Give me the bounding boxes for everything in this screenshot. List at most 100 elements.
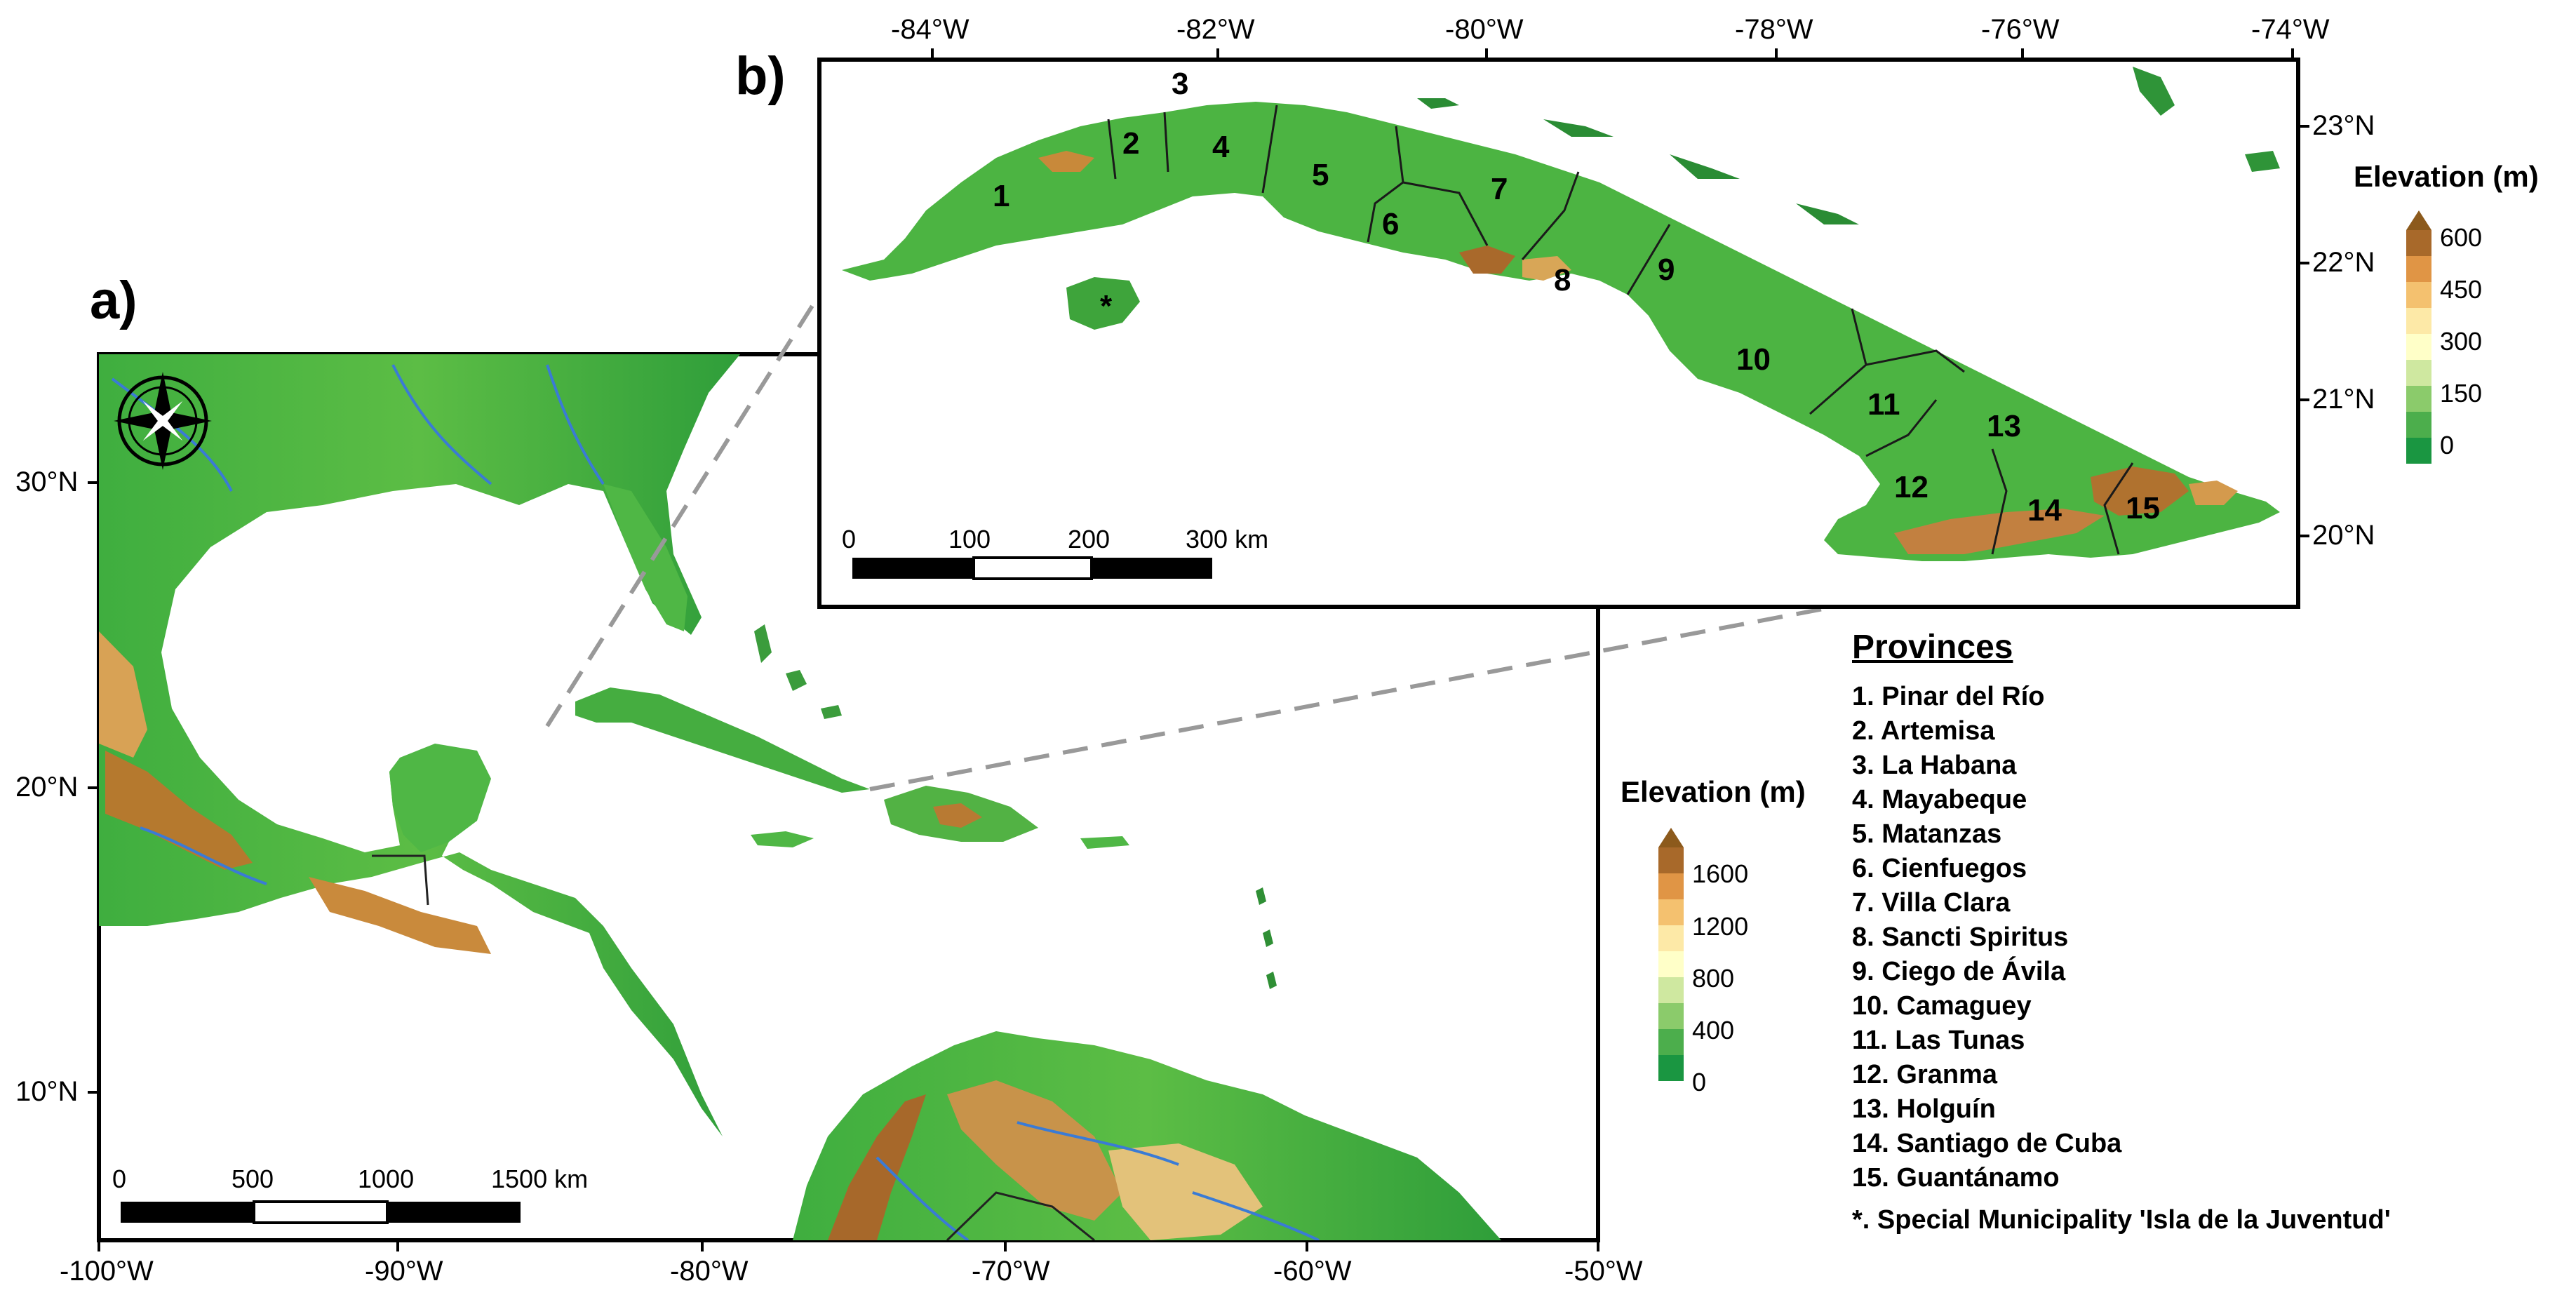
- province-list-item: 3. La Habana: [1852, 751, 2017, 780]
- province-list-item: 5. Matanzas: [1852, 819, 2002, 849]
- province-number-15: 15: [2126, 491, 2160, 525]
- province-list-item: 13. Holguín: [1852, 1094, 1996, 1124]
- yucatan-land: [389, 744, 491, 852]
- panel-b-letter: b): [735, 46, 786, 106]
- province-number-2: 2: [1122, 126, 1140, 161]
- zoom-indicator-lines: [545, 293, 2299, 791]
- provinces-title: Provinces: [1852, 629, 2013, 666]
- puerto-rico-land: [1080, 836, 1129, 849]
- panel-a-y-tick-marks: [88, 481, 99, 1094]
- province-number-6: 6: [1382, 207, 1400, 241]
- panel-b-x-tick: -76°W: [1981, 14, 2060, 45]
- panel-a-scale-label: 0: [112, 1165, 127, 1193]
- province-borders: [1107, 105, 2134, 555]
- panel-b-legend-label: 600: [2440, 223, 2483, 252]
- cuba-main-island: [842, 102, 2280, 561]
- florida-land: [603, 484, 687, 631]
- northern-keys: [1417, 98, 1859, 224]
- province-list-item: 7. Villa Clara: [1852, 888, 2011, 918]
- panel-b-x-tick: -74°W: [2251, 14, 2330, 45]
- panel-a-x-tick: -90°W: [365, 1256, 443, 1287]
- panel-b-legend-label: 0: [2440, 431, 2455, 459]
- province-number-10: 10: [1736, 342, 1771, 377]
- panel-b-scalebar: [852, 556, 1212, 580]
- hispaniola-highlands: [933, 803, 982, 828]
- panel-a-legend-label: 400: [1692, 1016, 1735, 1045]
- panel-a-scale-label: 500: [232, 1165, 274, 1193]
- panel-a-scale-label: 1000: [358, 1165, 415, 1193]
- province-list-item: 10. Camaguey: [1852, 991, 2032, 1021]
- province-list-item: 2. Artemisa: [1852, 716, 1995, 746]
- mexico-plateau: [99, 631, 147, 758]
- jamaica-land: [751, 831, 814, 847]
- panel-b-legend-label: 300: [2440, 327, 2483, 356]
- panel-b-x-tick: -78°W: [1735, 14, 1813, 45]
- panel-b-y-tick: 23°N: [2312, 110, 2375, 141]
- province-list-item: 12. Granma: [1852, 1060, 1997, 1089]
- province-list-item: 1. Pinar del Río: [1852, 682, 2045, 711]
- panel-b-legend-label: 150: [2440, 379, 2483, 408]
- compass-rose-icon: [114, 372, 212, 470]
- province-number-8: 8: [1554, 263, 1571, 297]
- south-america-land: [793, 1031, 1501, 1240]
- panel-b-scale-label: 0: [842, 525, 857, 553]
- panel-b-y-tick-marks: [2298, 125, 2309, 537]
- province-number-12: 12: [1894, 470, 1928, 504]
- panel-b-scale-label: 200: [1068, 525, 1111, 553]
- panel-a-legend-label: 1200: [1692, 912, 1749, 941]
- panel-a-legend-label: 1600: [1692, 859, 1749, 888]
- panel-b-legend-title: Elevation (m): [2354, 160, 2539, 193]
- panel-b-legend-label: 450: [2440, 275, 2483, 304]
- sierra-rosario: [1038, 151, 1094, 172]
- panel-b-x-tick: -82°W: [1176, 14, 1255, 45]
- province-list-item: 14. Santiago de Cuba: [1852, 1129, 2122, 1158]
- panel-a-legend-label: 0: [1692, 1068, 1707, 1096]
- panel-a-scale-label: 1500 km: [491, 1165, 589, 1193]
- sierra-maestra: [1894, 509, 2105, 554]
- province-list-item: *. Special Municipality 'Isla de la Juve…: [1852, 1205, 2391, 1235]
- panel-b-scale-label: 300 km: [1186, 525, 1269, 553]
- province-number-1: 1: [993, 179, 1010, 213]
- andes-highlands: [828, 1094, 926, 1240]
- province-number-9: 9: [1658, 253, 1675, 287]
- panel-b-y-tick: 20°N: [2312, 520, 2375, 551]
- panel-a-letter: a): [90, 271, 137, 330]
- panel-b-x-tick: -84°W: [891, 14, 970, 45]
- panel-a-x-tick-marks: [98, 1240, 1599, 1251]
- panel-b-y-tick: 21°N: [2312, 384, 2375, 415]
- panel-a-x-tick: -100°W: [60, 1256, 154, 1287]
- guiana-highlands: [1108, 1143, 1263, 1240]
- province-list-item: 4. Mayabeque: [1852, 785, 2027, 814]
- isla-juventud: [1066, 277, 1140, 330]
- province-list-item: 6. Cienfuegos: [1852, 854, 2027, 883]
- province-marker-special: *: [1100, 289, 1113, 323]
- escambray: [1459, 246, 1515, 274]
- panel-b-x-tick: -80°W: [1445, 14, 1524, 45]
- panel-a-scalebar: [121, 1200, 521, 1224]
- panel-a-y-tick: 20°N: [15, 772, 79, 803]
- province-number-14: 14: [2027, 493, 2062, 528]
- panel-a-y-tick: 10°N: [15, 1076, 79, 1107]
- baracoa-highlands: [2189, 481, 2238, 505]
- panel-a-colorbar: [1658, 828, 1684, 1081]
- province-list-item: 8. Sancti Spiritus: [1852, 922, 2069, 952]
- province-number-11: 11: [1867, 387, 1900, 422]
- panel-b-scale-label: 100: [948, 525, 991, 553]
- province-list-item: 15. Guantánamo: [1852, 1163, 2060, 1193]
- province-number-4: 4: [1212, 130, 1230, 164]
- province-number-3: 3: [1172, 67, 1189, 101]
- venezuela-highlands: [947, 1080, 1122, 1221]
- rivers: [111, 364, 1320, 1240]
- panel-a-legend-title: Elevation (m): [1621, 775, 1806, 808]
- nipe-highlands: [2091, 467, 2189, 516]
- cuba-land-small: [575, 687, 870, 793]
- bahamas-fragments: [2133, 67, 2280, 172]
- mexico-highlands: [105, 751, 253, 870]
- province-list-item: 9. Ciego de Ávila: [1852, 957, 2066, 986]
- panel-a-x-tick: -50°W: [1564, 1256, 1643, 1287]
- borders: [372, 854, 1095, 1240]
- province-number-5: 5: [1312, 158, 1329, 192]
- panel-a-y-tick: 30°N: [15, 467, 79, 497]
- panel-a-x-tick: -70°W: [972, 1256, 1050, 1287]
